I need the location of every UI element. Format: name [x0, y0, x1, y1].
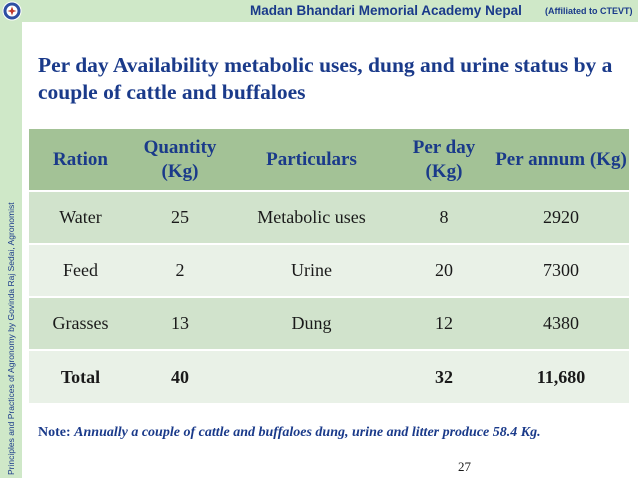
header-bar: Madan Bhandari Memorial Academy Nepal (A… [0, 0, 638, 22]
cell-per-annum: 7300 [493, 244, 629, 298]
cell-per-day: 20 [395, 244, 493, 298]
cell-particulars: Urine [228, 244, 395, 298]
academy-name: Madan Bhandari Memorial Academy Nepal [250, 3, 522, 18]
slide-title: Per day Availability metabolic uses, dun… [38, 53, 613, 104]
cell-per-annum: 4380 [493, 297, 629, 351]
table-header-row: Ration Quantity (Kg) Particulars Per day… [29, 129, 629, 192]
cell-per-day: 8 [395, 191, 493, 245]
header-per-annum: Per annum (Kg) [493, 129, 629, 192]
cell-quantity: 13 [132, 297, 228, 351]
sidebar-band [0, 22, 22, 478]
affiliation-text: (Affiliated to CTEVT) [545, 6, 633, 16]
table-row: Water 25 Metabolic uses 8 2920 [29, 191, 629, 245]
table-row: Feed 2 Urine 20 7300 [29, 244, 629, 298]
cell-per-day: 32 [395, 350, 493, 405]
note-label: Note: [38, 425, 71, 440]
cell-quantity: 40 [132, 350, 228, 405]
header-ration: Ration [29, 129, 132, 192]
cell-particulars: Metabolic uses [228, 191, 395, 245]
sidebar-vertical-text: Principles and Practices of Agronomy by … [6, 202, 16, 475]
note: Note: Annually a couple of cattle and bu… [38, 425, 628, 441]
note-text: Annually a couple of cattle and buffaloe… [74, 425, 541, 440]
header-particulars: Particulars [228, 129, 395, 192]
cell-per-annum: 2920 [493, 191, 629, 245]
cell-ration: Grasses [29, 297, 132, 351]
cell-particulars: Dung [228, 297, 395, 351]
academy-logo-icon [2, 1, 22, 21]
cell-ration: Feed [29, 244, 132, 298]
cell-quantity: 25 [132, 191, 228, 245]
data-table: Ration Quantity (Kg) Particulars Per day… [29, 129, 629, 405]
cell-per-annum: 11,680 [493, 350, 629, 405]
table-row-total: Total 40 32 11,680 [29, 350, 629, 405]
cell-ration: Total [29, 350, 132, 405]
cell-particulars [228, 350, 395, 405]
table-row: Grasses 13 Dung 12 4380 [29, 297, 629, 351]
cell-per-day: 12 [395, 297, 493, 351]
cell-ration: Water [29, 191, 132, 245]
header-quantity: Quantity (Kg) [132, 129, 228, 192]
page-number: 27 [458, 459, 471, 474]
header-per-day: Per day (Kg) [395, 129, 493, 192]
cell-quantity: 2 [132, 244, 228, 298]
